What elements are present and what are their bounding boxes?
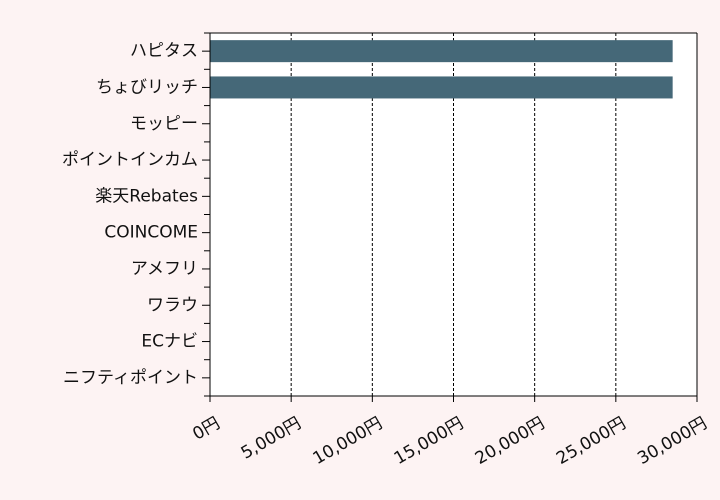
bar <box>210 40 673 63</box>
category-label: ちょびリッチ <box>96 77 198 97</box>
category-label: モッピー <box>130 114 198 134</box>
x-tick-label: 10,000円 <box>310 413 386 469</box>
x-tick-label: 25,000円 <box>553 413 629 469</box>
x-tick-label: 5,000円 <box>238 413 305 463</box>
category-label: COINCOME <box>104 223 198 243</box>
category-label: ECナビ <box>141 332 198 352</box>
category-label: ワラウ <box>147 295 198 315</box>
x-tick-label: 30,000円 <box>634 413 710 469</box>
x-tick-label: 15,000円 <box>391 413 467 469</box>
category-label: ハピタス <box>130 41 198 61</box>
category-label: ポイントインカム <box>62 150 198 170</box>
x-tick-label: 20,000円 <box>472 413 548 469</box>
bars <box>210 40 673 99</box>
bar <box>210 76 673 99</box>
category-label: 楽天Rebates <box>95 186 198 206</box>
category-label: アメフリ <box>131 259 198 279</box>
category-label: ニフティポイント <box>63 368 198 388</box>
x-tick-label: 0円 <box>189 413 223 444</box>
